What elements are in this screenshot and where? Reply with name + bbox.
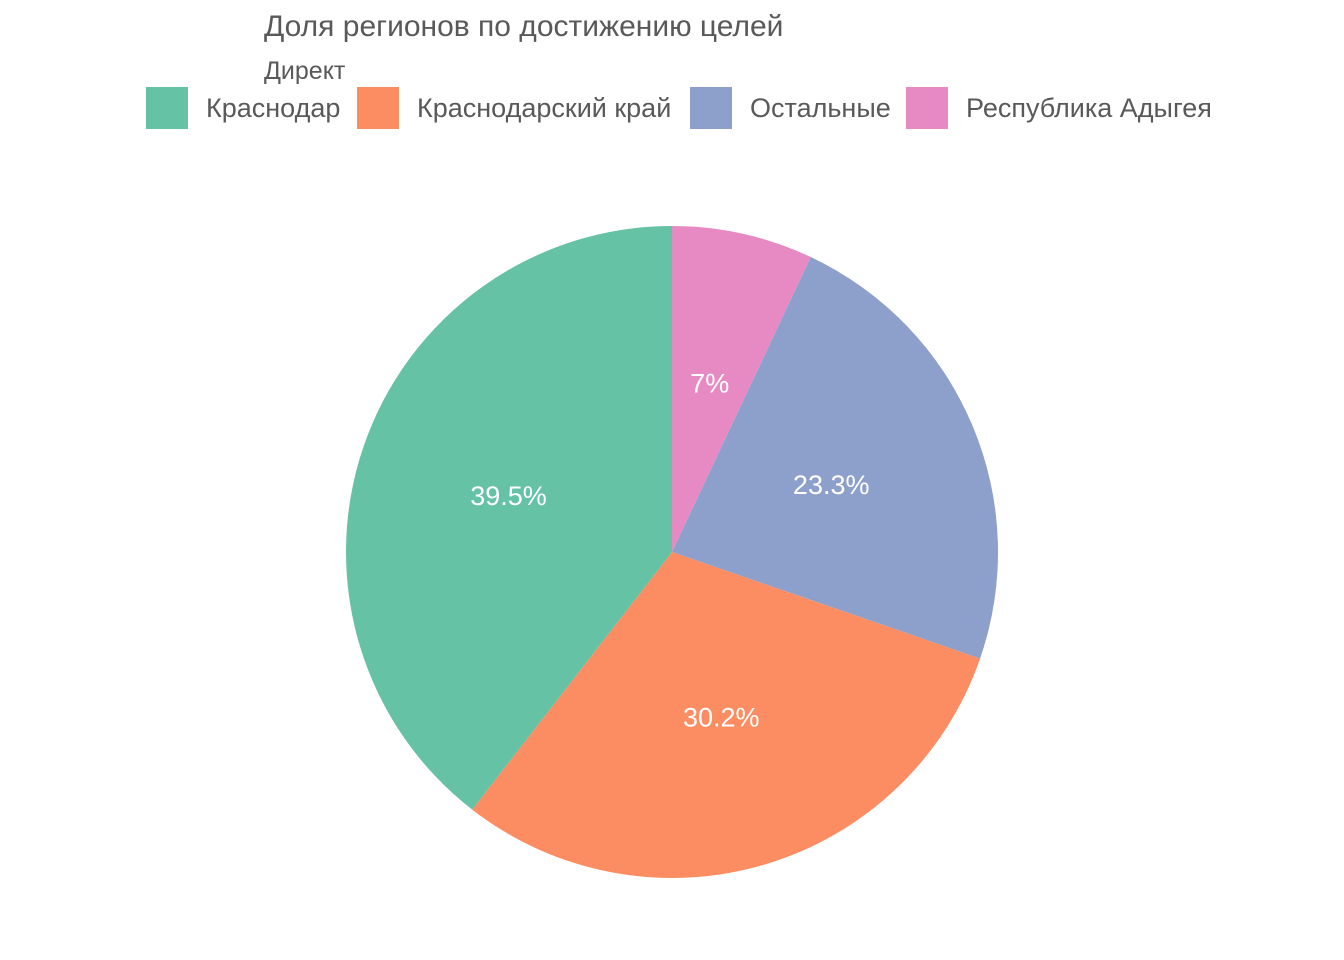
legend-swatch bbox=[690, 87, 732, 129]
pie-slice bbox=[672, 257, 999, 659]
slice-label: 7% bbox=[690, 368, 729, 398]
legend-swatch bbox=[906, 87, 948, 129]
chart-title: Доля регионов по достижению целей bbox=[264, 10, 784, 43]
legend-swatch bbox=[357, 87, 399, 129]
legend-item-krasnodar: Краснодар bbox=[146, 87, 340, 129]
legend-label: Краснодар bbox=[206, 92, 341, 123]
legend-item-ostalnye: Остальные bbox=[690, 87, 891, 129]
pie-slice bbox=[472, 552, 981, 878]
legend-swatch bbox=[146, 87, 188, 129]
legend-item-krasnodarsky-krai: Краснодарский край bbox=[357, 87, 671, 129]
legend-label: Остальные bbox=[750, 92, 891, 123]
legend-title: Директ bbox=[264, 57, 346, 85]
legend-label: Республика Адыгея bbox=[966, 92, 1212, 123]
legend-label: Краснодарский край bbox=[417, 92, 672, 123]
slice-label: 30.2% bbox=[683, 703, 760, 733]
slice-label: 23.3% bbox=[793, 470, 870, 500]
slice-label: 39.5% bbox=[470, 481, 547, 511]
pie-slice bbox=[345, 226, 672, 810]
legend-item-adygea: Республика Адыгея bbox=[906, 87, 1212, 129]
pie-slice bbox=[672, 226, 811, 552]
